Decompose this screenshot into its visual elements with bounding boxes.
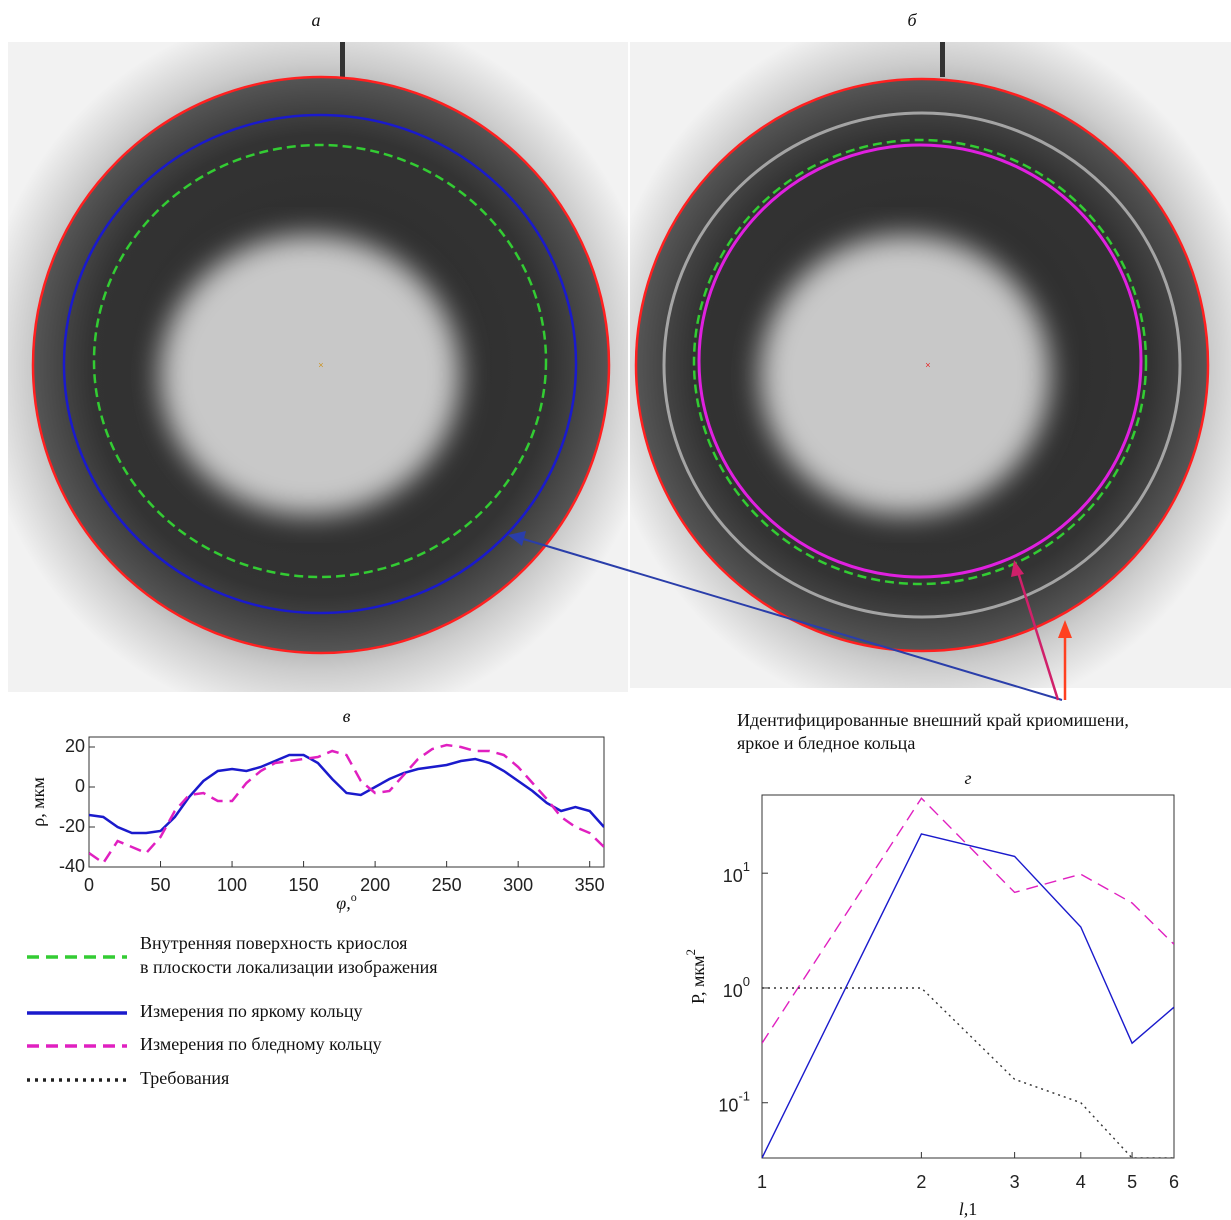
x-axis-label: l,1 — [959, 1199, 978, 1219]
label-sup: 2 — [683, 949, 698, 956]
arrows — [508, 531, 1072, 701]
y-tick-label: 10-1 — [718, 1089, 750, 1115]
tick-exponent: -1 — [738, 1089, 750, 1104]
y-tick-label: 20 — [65, 736, 85, 756]
x-tick-label: 1 — [757, 1172, 767, 1192]
y-tick-label: -40 — [59, 856, 85, 876]
legend-label: Измерения по яркому кольцу — [140, 1001, 362, 1021]
label-text: P, мкм — [688, 955, 708, 1004]
x-tick-label: 300 — [503, 875, 533, 895]
plot-area — [761, 794, 1175, 1159]
data-line — [762, 833, 1174, 1158]
x-tick-label: 350 — [575, 875, 605, 895]
annotation: Идентифицированные внешний край криомише… — [737, 710, 1129, 730]
x-tick-label: 50 — [151, 875, 171, 895]
label-text: φ, — [336, 893, 350, 913]
x-tick-label: 6 — [1169, 1172, 1179, 1192]
x-tick-label: 2 — [916, 1172, 926, 1192]
legend-label: Требования — [140, 1068, 229, 1088]
x-tick-label: 200 — [360, 875, 390, 895]
y-axis-label: ρ, мкм — [28, 777, 48, 827]
x-tick-label: 100 — [217, 875, 247, 895]
tick-exponent: 0 — [743, 974, 750, 989]
y-tick-label: 0 — [75, 776, 85, 796]
chart-title: в — [343, 706, 351, 726]
image-b: × — [630, 42, 1231, 688]
data-line — [89, 743, 604, 865]
legend-label: Внутренняя поверхность криослоя — [140, 933, 407, 953]
tick-exponent: 1 — [743, 860, 750, 875]
panel-label: а — [312, 10, 321, 30]
x-tick-label: 5 — [1127, 1172, 1137, 1192]
x-tick-label: 250 — [432, 875, 462, 895]
chart-title: г — [964, 768, 971, 788]
label-sup: о — [351, 890, 357, 904]
y-axis-label: P, мкм2 — [683, 949, 708, 1004]
annotation: яркое и бледное кольца — [737, 733, 915, 753]
data-line — [762, 797, 1174, 1044]
x-tick-label: 0 — [84, 875, 94, 895]
tick-base: 10 — [723, 866, 743, 886]
svg-text:×: × — [925, 360, 931, 371]
y-tick-label: 100 — [723, 974, 750, 1000]
x-tick-label: 4 — [1076, 1172, 1086, 1192]
plot-area — [88, 736, 605, 868]
data-line — [762, 987, 1174, 1158]
label-sup: 1 — [968, 1199, 977, 1219]
data-line — [89, 753, 604, 835]
svg-text:×: × — [318, 360, 324, 371]
panel-label: б — [907, 10, 917, 30]
y-tick-label: 101 — [723, 860, 750, 886]
tick-base: 10 — [723, 981, 743, 1001]
x-tick-label: 150 — [289, 875, 319, 895]
tick-base: 10 — [718, 1095, 738, 1115]
label-text: l, — [959, 1199, 969, 1219]
x-tick-label: 3 — [1010, 1172, 1020, 1192]
legend-label: Измерения по бледному кольцу — [140, 1034, 382, 1054]
chart: в 0 50 100 150 200 250 300 350 -40 -20 0 20 φ,о ρ, мкм — [28, 706, 605, 913]
y-tick-label: -20 — [59, 816, 85, 836]
legend-label: в плоскости локализации изображения — [140, 957, 438, 977]
x-axis-label: φ,о — [336, 890, 356, 913]
image-a: × — [8, 42, 628, 692]
